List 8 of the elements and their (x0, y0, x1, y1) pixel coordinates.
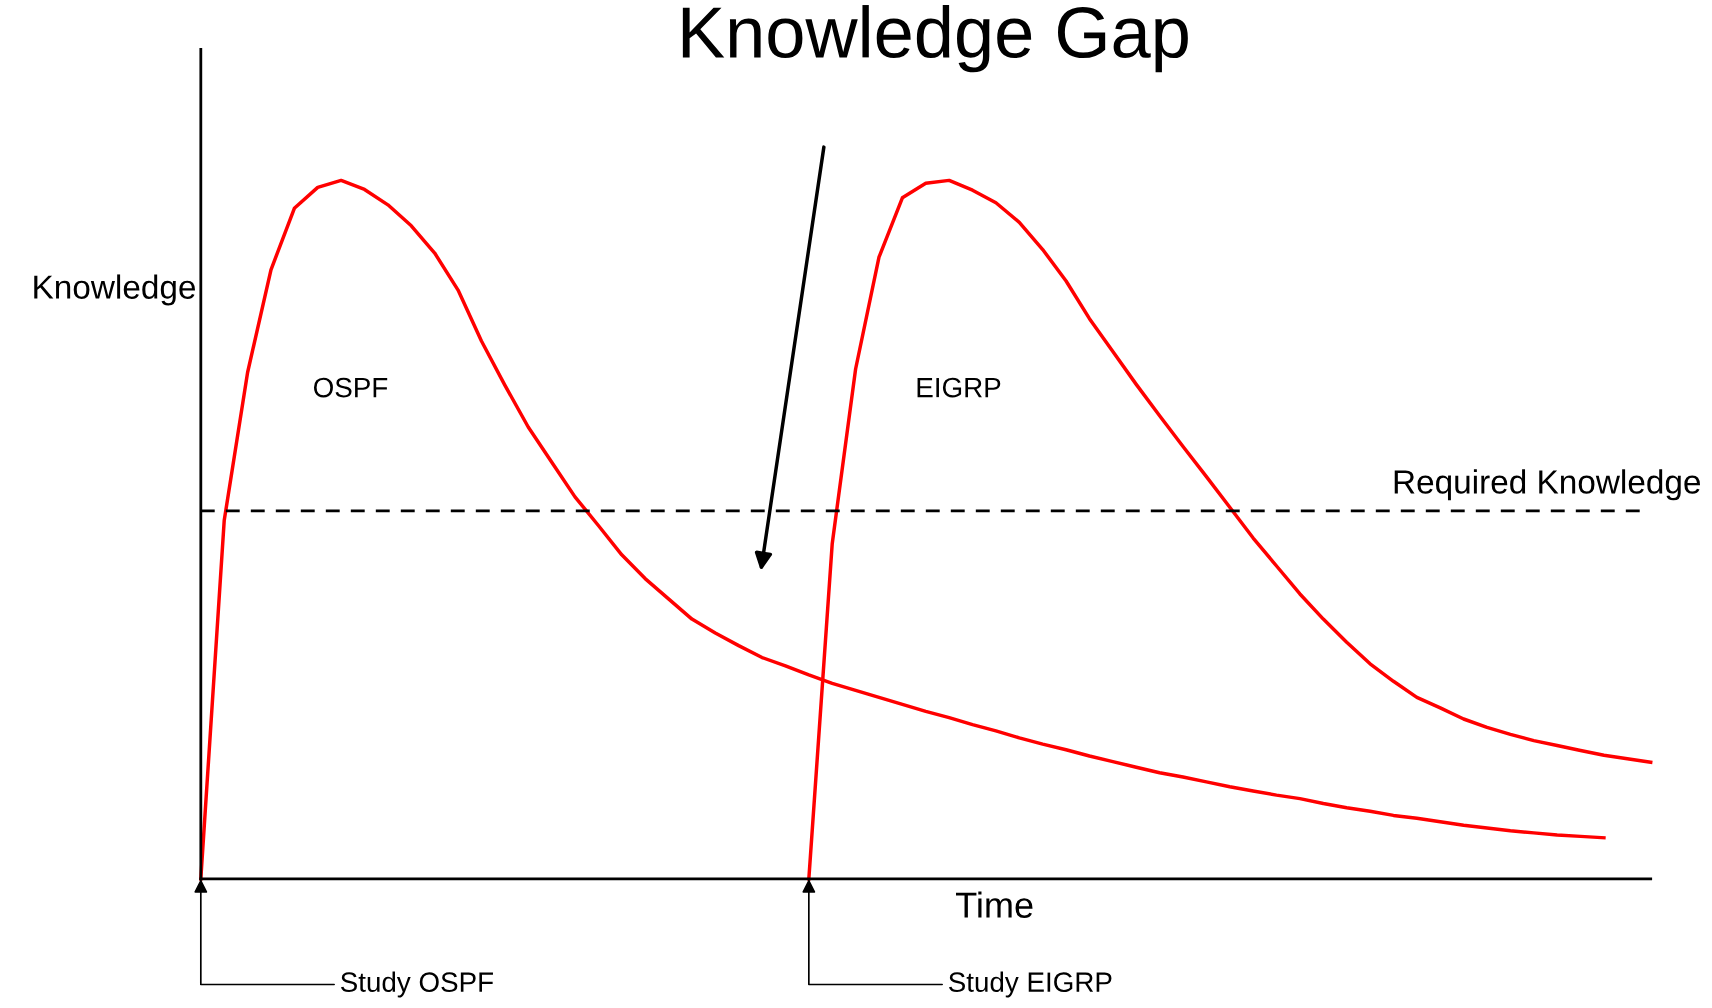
text: EIGRP (917, 377, 1001, 398)
y-axis-title: Knowledge (34, 274, 195, 306)
chart-title: Knowledge Gap (682, 5, 1188, 73)
text: Study OSPF (340, 971, 493, 998)
text: Study EIGRP (948, 971, 1112, 998)
ref-line-label: Required Knowledge (1394, 469, 1700, 501)
text: OSPF (313, 377, 388, 398)
x-axis-title: Time (956, 891, 1033, 918)
